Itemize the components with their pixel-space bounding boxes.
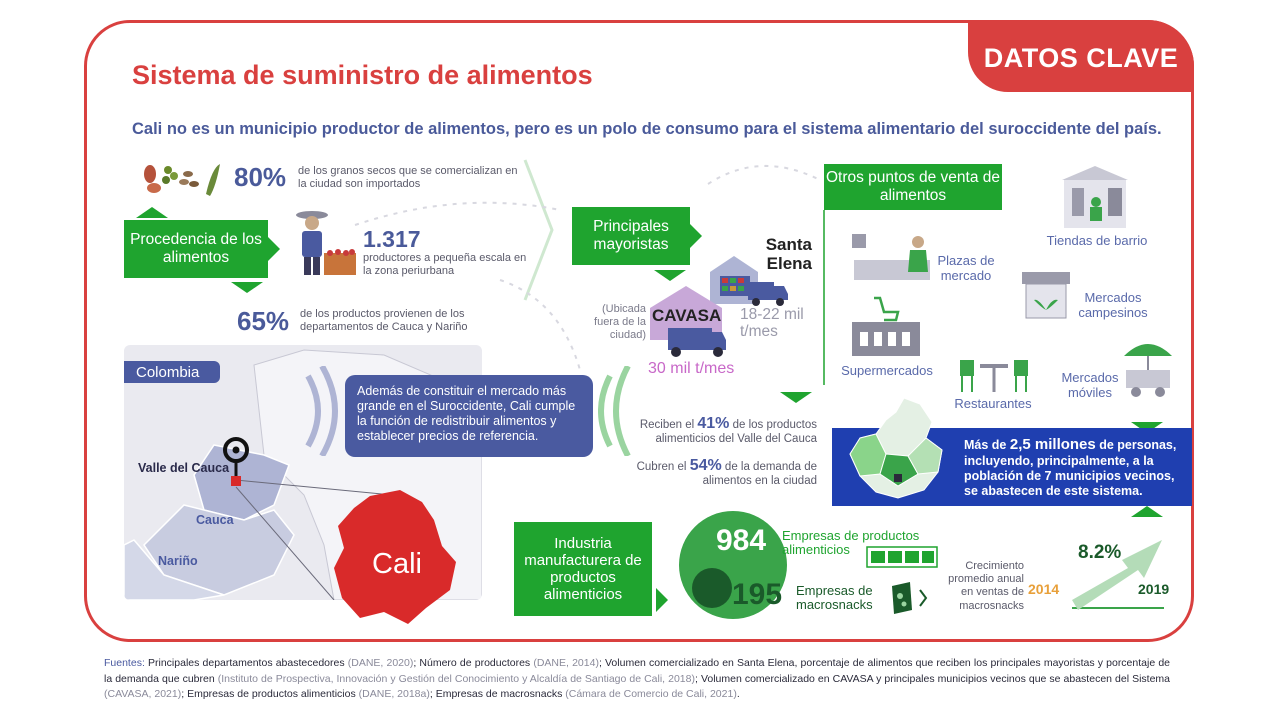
restaurante-icon (960, 360, 1028, 392)
source-text: ; Volumen comercializado en CAVASA y pri… (695, 672, 1170, 685)
arrow-right (268, 237, 280, 261)
arrow-down-mayoristas (654, 270, 686, 281)
plazas-label: Plazas de mercado (937, 253, 995, 283)
cavasa-warehouse-icon (650, 286, 726, 357)
moviles-label: Mercados móviles (1061, 370, 1119, 400)
cubren-line: Cubren el 54% de la demanda de alimentos… (612, 456, 817, 489)
signal-waves-left (305, 366, 338, 456)
cauca-label: Cauca (196, 513, 234, 527)
source-cite: (CAVASA, 2021) (104, 688, 182, 701)
santa-elena-volume: 18-22 mil t/mes (740, 306, 804, 341)
source-cite: (DANE, 2014) (533, 657, 599, 669)
plaza-icon (852, 234, 930, 280)
abastecen-number: 2,5 millones (1009, 436, 1096, 453)
valle-label: Valle del Cauca (138, 461, 230, 475)
arrow-down (231, 282, 263, 293)
reciben-percent: 41% (697, 415, 730, 432)
arrow-down-otros (1131, 422, 1163, 433)
source-cite: (DANE, 2018a) (358, 688, 430, 701)
page-subtitle: Cali no es un municipio productor de ali… (132, 120, 1162, 138)
sources-footnote: Fuentes: Principales departamentos abast… (104, 656, 1170, 703)
cali-label: Cali (372, 548, 422, 580)
colombia-tag: Colombia (124, 361, 220, 383)
productores-number: 1.317 (363, 226, 421, 252)
cauca-text: de los productos provienen de los depart… (300, 308, 468, 334)
location-pin-icon (223, 437, 249, 486)
signal-waves-right (598, 366, 631, 456)
macro-number: 195 (732, 578, 783, 611)
cavasa-label: CAVASA (652, 306, 722, 325)
growth-arrow-icon (1072, 540, 1164, 610)
granos-percent: 80% (234, 162, 287, 192)
year-end: 2019 (1138, 581, 1170, 597)
mercado-movil-icon (1124, 344, 1172, 397)
arrow-down-abastecen (780, 392, 812, 403)
macro-text: Empresas de macrosnacks (796, 583, 873, 613)
year-start: 2014 (1028, 581, 1060, 597)
source-text: ; Empresas de productos alimenticios (181, 688, 359, 701)
farmer-icon (296, 211, 356, 275)
santa-elena-label: Santa Elena (765, 235, 812, 273)
arrow-up (136, 207, 168, 218)
arrow-up-abastecen (1131, 506, 1163, 517)
source-text: ; Número de productores (413, 657, 534, 669)
productores-text: productores a pequeña escala en la zona … (363, 252, 527, 278)
products-icon (866, 546, 938, 568)
cali-shape (334, 490, 456, 624)
reciben-pre: Reciben el (639, 419, 695, 431)
abastecen-text: Más de 2,5 millones de personas, incluye… (964, 436, 1190, 499)
cubren-post: de la demanda de alimentos en la ciudad (702, 461, 817, 488)
otros-puntos-box: Otros puntos de venta de alimentos (824, 164, 1002, 210)
arrow-right-industria (656, 588, 668, 612)
campesinos-label: Mercados campesinos (1078, 290, 1148, 320)
valle-map-icon (849, 397, 943, 499)
tienda-icon (1062, 166, 1128, 228)
cavasa-volume: 30 mil t/mes (648, 360, 735, 377)
source-text: ; Empresas de macrosnacks (429, 688, 566, 701)
industria-box: Industria manufacturera de productos ali… (514, 522, 652, 616)
cauca-percent: 65% (237, 306, 290, 336)
source-cite: (Cámara de Comercio de Cali, 2021) (565, 688, 737, 701)
reciben-post: de los productos alimenticios del Valle … (655, 419, 817, 446)
empresas-bubble (679, 511, 787, 619)
supermercado-icon (852, 296, 920, 356)
mayoristas-box: Principales mayoristas (572, 207, 690, 265)
procedencia-box: Procedencia de los alimentos (124, 220, 268, 278)
narino-label: Nariño (158, 554, 198, 568)
reciben-line: Reciben el 41% de los productos alimenti… (612, 414, 817, 447)
cavasa-note: (Ubicada fuera de la ciudad) (594, 303, 646, 342)
source-text: . (736, 688, 740, 701)
crecimiento-text: Crecimiento promedio anual en ventas de … (948, 560, 1024, 612)
abastecen-pre: Más de (964, 438, 1007, 452)
source-cite: (DANE, 2020) (347, 657, 414, 669)
abastecen-post: de personas, incluyendo, principalmente,… (964, 438, 1177, 498)
crecimiento-percent: 8.2% (1078, 542, 1122, 563)
cubren-pre: Cubren el (636, 461, 687, 473)
sources-head: Fuentes: (104, 657, 145, 669)
tiendas-label: Tiendas de barrio (1046, 233, 1148, 248)
empresas-text: Empresas de productos alimenticios (782, 528, 920, 558)
source-cite: (Instituto de Prospectiva, Innovación y … (217, 672, 695, 685)
granos-text: de los granos secos que se comercializan… (298, 165, 518, 191)
redistribution-bubble: Además de constituir el mercado más gran… (345, 375, 593, 457)
source-text: ; Volumen comercializado en Santa Elena,… (104, 657, 1171, 685)
grains-icon (144, 164, 220, 196)
source-text: Principales departamentos abastecedores (144, 657, 348, 669)
snack-bag-icon (892, 582, 928, 614)
restaurantes-label: Restaurantes (954, 396, 1032, 411)
cubren-percent: 54% (689, 457, 722, 474)
mercado-campesino-icon (1022, 272, 1070, 319)
arrow-right-mayoristas (690, 224, 702, 248)
page-title: Sistema de suministro de alimentos (132, 60, 593, 90)
supermercados-label: Supermercados (841, 363, 933, 378)
santa-elena-warehouse-icon (710, 256, 788, 306)
empresas-number: 984 (716, 524, 767, 557)
datos-clave-badge: DATOS CLAVE (968, 20, 1194, 92)
